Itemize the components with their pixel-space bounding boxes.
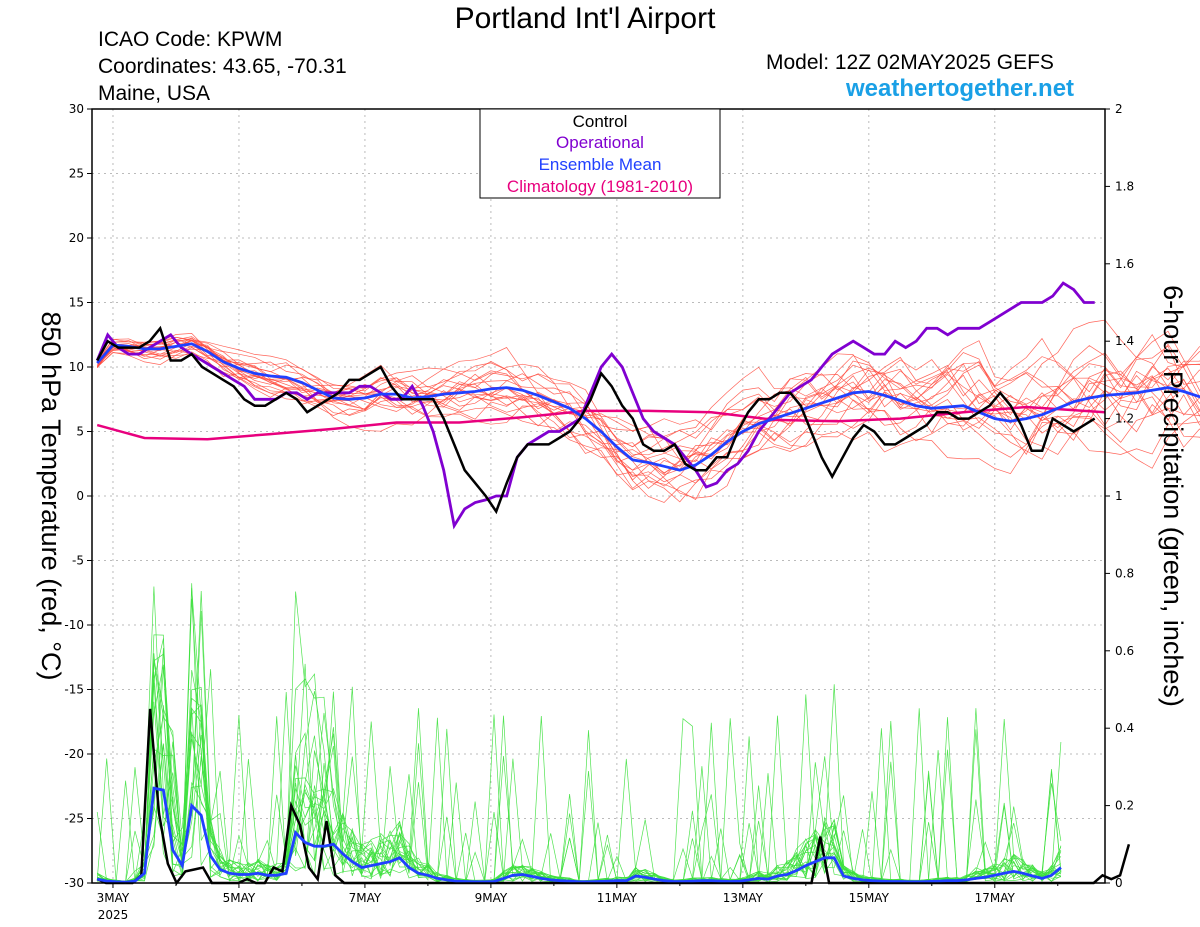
page-title: Portland Int'l Airport xyxy=(454,2,716,35)
x-tick-label-1: 5MAY xyxy=(223,891,256,905)
icao-code: ICAO Code: KPWM xyxy=(98,28,283,51)
coordinates: Coordinates: 43.65, -70.31 xyxy=(98,55,347,78)
temp-member-14 xyxy=(96,344,1200,456)
x-tick-label-6: 15MAY xyxy=(849,891,890,905)
temperature-ensemble-members xyxy=(96,319,1200,503)
temp-member-18 xyxy=(96,339,1200,483)
temp-member-9 xyxy=(96,336,1200,463)
y-left-tick-label-10: -20 xyxy=(64,747,84,761)
temp-member-12 xyxy=(96,349,1200,481)
y-left-tick-label-11: -25 xyxy=(64,812,84,826)
temp-member-6 xyxy=(96,341,1200,452)
temp-operational-line xyxy=(95,281,1095,530)
precip-member-0 xyxy=(97,707,1062,884)
x-tick-label-3: 9MAY xyxy=(475,891,508,905)
temp-member-2 xyxy=(96,330,1200,439)
y-left-tick-label-1: 25 xyxy=(69,167,84,181)
precip-member-6 xyxy=(97,667,1062,883)
y-right-tick-label-10: 0 xyxy=(1115,876,1123,890)
temp-member-16 xyxy=(96,347,1200,499)
axes: 302520151050-5-10-15-20-25-3021.81.61.41… xyxy=(64,102,1134,922)
y-left-tick-label-7: -5 xyxy=(72,554,84,568)
y-right-tick-label-0: 2 xyxy=(1115,102,1123,116)
grid-lines xyxy=(92,109,1105,883)
y-left-tick-label-2: 20 xyxy=(69,231,84,245)
precip-member-3 xyxy=(96,670,1062,884)
legend-ensemble-mean: Ensemble Mean xyxy=(539,155,662,174)
y-right-tick-label-2: 1.6 xyxy=(1115,257,1134,271)
y-right-tick-label-1: 1.8 xyxy=(1115,179,1134,193)
legend-control: Control xyxy=(573,112,628,131)
y-left-tick-label-12: -30 xyxy=(64,876,84,890)
x-tick-label-7: 17MAY xyxy=(975,891,1016,905)
y-right-tick-label-5: 1 xyxy=(1115,489,1123,503)
x-year-label: 2025 xyxy=(98,908,129,922)
site-name: weathertogether.net xyxy=(846,75,1075,102)
x-tick-label-5: 13MAY xyxy=(723,891,764,905)
model-run: Model: 12Z 02MAY2025 GEFS xyxy=(766,51,1054,74)
precip-member-9 xyxy=(97,671,1062,883)
temp-member-19 xyxy=(96,340,1200,462)
precip-member-1 xyxy=(96,678,1062,884)
temp-member-0 xyxy=(96,336,1200,476)
temp-member-15 xyxy=(96,339,1200,503)
precip-member-13 xyxy=(97,590,1062,884)
x-tick-label-4: 11MAY xyxy=(597,891,638,905)
legend-operational: Operational xyxy=(556,133,644,152)
y-right-axis-label: 6-hour Precipitation (green, inches) xyxy=(1158,285,1188,707)
y-left-tick-label-9: -15 xyxy=(64,683,84,697)
temp-member-11 xyxy=(96,338,1200,476)
y-right-tick-label-6: 0.8 xyxy=(1115,566,1134,580)
temp-member-3 xyxy=(96,336,1200,434)
y-left-axis-label: 850 hPa Temperature (red, °C) xyxy=(36,312,66,681)
legend-climatology: Climatology (1981-2010) xyxy=(507,177,693,196)
y-right-tick-label-3: 1.4 xyxy=(1115,334,1134,348)
x-tick-label-0: 3MAY xyxy=(97,891,130,905)
region: Maine, USA xyxy=(98,82,211,105)
precip-member-14 xyxy=(97,682,1061,884)
y-left-tick-label-3: 15 xyxy=(69,296,84,310)
precip-member-12 xyxy=(96,583,1062,884)
temp-member-8 xyxy=(96,333,1200,503)
y-left-tick-label-0: 30 xyxy=(69,102,84,116)
precip-member-19 xyxy=(97,687,1062,883)
y-left-tick-label-6: 0 xyxy=(76,489,84,503)
precipitation-ensemble-members xyxy=(96,583,1062,884)
precip-member-4 xyxy=(97,587,1062,883)
temp-member-10 xyxy=(96,337,1200,475)
y-right-tick-label-4: 1.2 xyxy=(1115,412,1134,426)
precip-member-5 xyxy=(97,669,1061,884)
temp-ensemble-mean-line xyxy=(96,342,1200,472)
y-left-tick-label-4: 10 xyxy=(69,360,84,374)
precip-member-15 xyxy=(96,663,1061,884)
y-left-tick-label-8: -10 xyxy=(64,618,84,632)
temp-control-line xyxy=(96,325,1096,515)
x-tick-label-2: 7MAY xyxy=(349,891,382,905)
precip-ensemble-mean-line xyxy=(96,786,1062,884)
legend: Control Operational Ensemble Mean Climat… xyxy=(479,108,721,199)
precip-member-16 xyxy=(97,730,1061,883)
y-left-tick-label-5: 5 xyxy=(76,425,84,439)
main-series-lines xyxy=(95,281,1200,886)
temp-member-5 xyxy=(96,337,1200,474)
precip-member-7 xyxy=(97,662,1062,883)
y-right-tick-label-8: 0.4 xyxy=(1115,721,1134,735)
legend-box xyxy=(479,108,721,199)
y-right-tick-label-7: 0.6 xyxy=(1115,644,1134,658)
y-right-tick-label-9: 0.2 xyxy=(1115,799,1134,813)
precip-member-10 xyxy=(97,664,1062,883)
